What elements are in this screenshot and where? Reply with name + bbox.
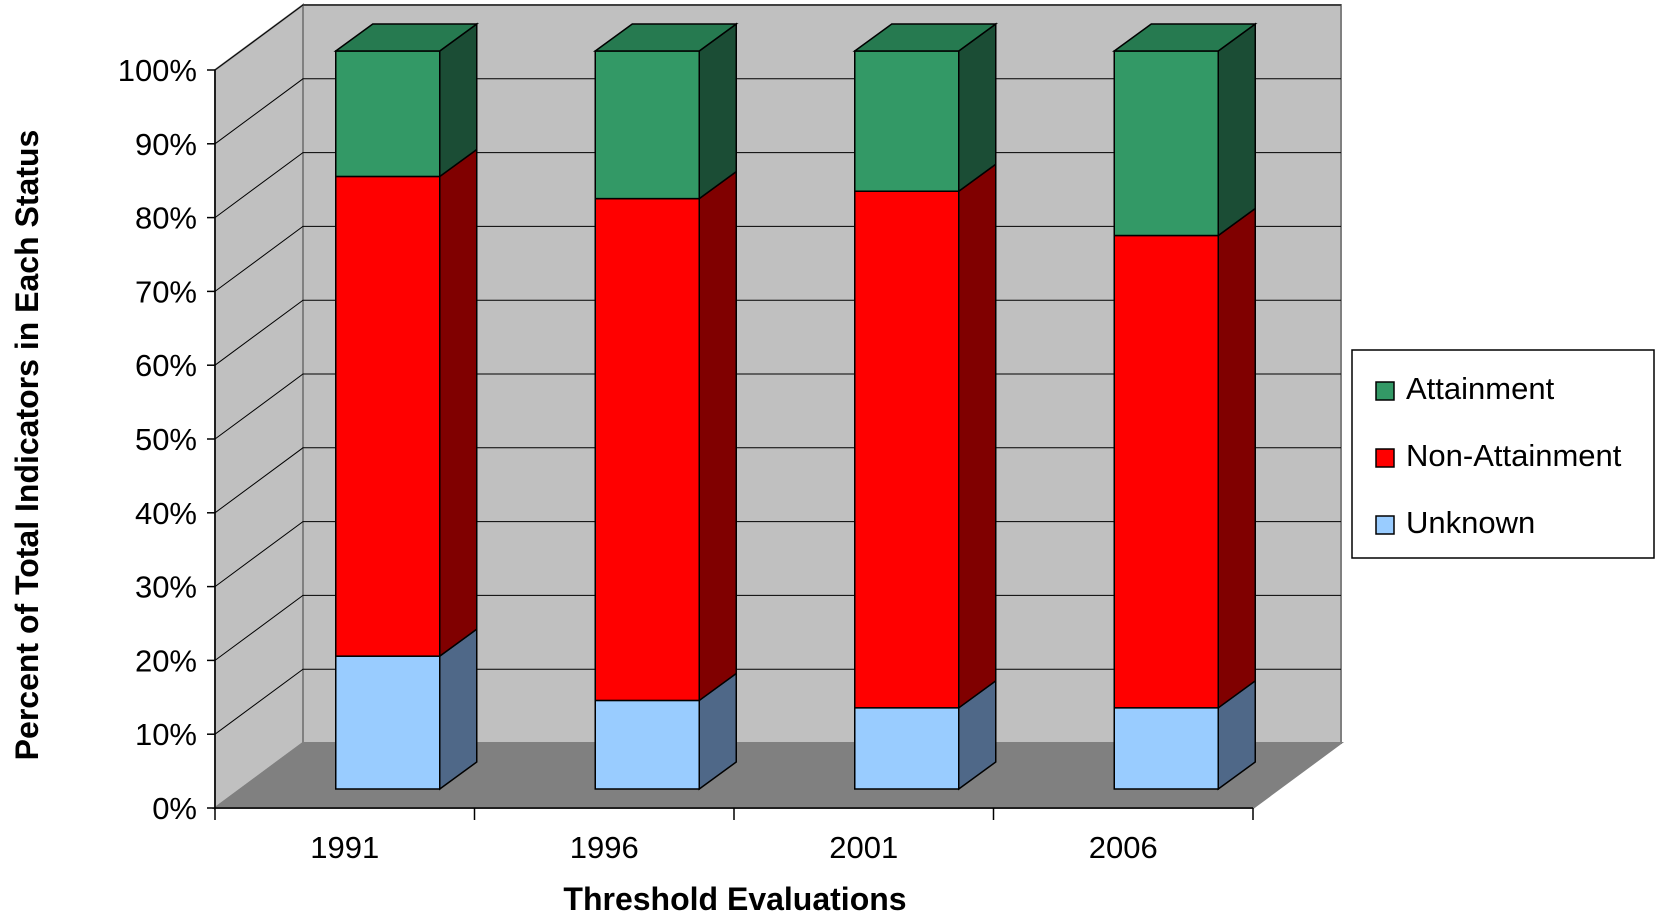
bar-attainment-1991 bbox=[335, 50, 441, 178]
y-tick-label: 30% bbox=[135, 570, 197, 605]
bar-non-attainment-2006 bbox=[1113, 234, 1219, 709]
bar-side-attainment-2001 bbox=[958, 22, 997, 193]
bar-side-attainment-1996 bbox=[698, 22, 737, 201]
bar-side-attainment-2006 bbox=[1217, 22, 1256, 237]
legend-box bbox=[1351, 349, 1655, 559]
y-tick-label: 60% bbox=[135, 348, 197, 383]
x-tick-label-1991: 1991 bbox=[310, 830, 379, 865]
legend-swatch-non-attainment bbox=[1375, 448, 1395, 468]
gridline bbox=[214, 4, 1341, 71]
bar-side-non-attainment-2006 bbox=[1217, 207, 1256, 710]
bar-non-attainment-1996 bbox=[594, 197, 700, 702]
x-tick-labels: 1991 1996 2001 2006 bbox=[310, 830, 1157, 865]
axes bbox=[207, 69, 1254, 820]
bar-stack-2001 bbox=[852, 22, 999, 791]
legend: Attainment Non-Attainment Unknown bbox=[1351, 349, 1655, 559]
legend-swatch-unknown bbox=[1375, 515, 1395, 535]
bar-unknown-2001 bbox=[854, 707, 960, 790]
y-tick-label: 50% bbox=[135, 422, 197, 457]
bar-attainment-2001 bbox=[854, 50, 960, 192]
x-tick-label-2001: 2001 bbox=[829, 830, 898, 865]
bar-side-unknown-1991 bbox=[439, 627, 478, 791]
bar-side-non-attainment-1991 bbox=[439, 147, 478, 658]
y-tick-label: 40% bbox=[135, 496, 197, 531]
bar-top-2006 bbox=[1111, 23, 1258, 52]
x-axis-title: Threshold Evaluations bbox=[563, 881, 906, 917]
y-tick-label: 70% bbox=[135, 274, 197, 309]
x-tick-label-1996: 1996 bbox=[570, 830, 639, 865]
y-tick-label: 20% bbox=[135, 643, 197, 678]
y-tick-label: 0% bbox=[152, 791, 197, 826]
y-tick-label: 100% bbox=[118, 53, 197, 88]
bar-attainment-2006 bbox=[1113, 50, 1219, 237]
bar-stack-1996 bbox=[592, 22, 739, 791]
bar-non-attainment-1991 bbox=[335, 175, 441, 657]
bar-unknown-2006 bbox=[1113, 707, 1219, 790]
y-tick-label: 10% bbox=[135, 717, 197, 752]
bar-attainment-1996 bbox=[594, 50, 700, 200]
y-tick-labels: 0% 10% 20% 30% 40% 50% 60% 70% 80% 90% 100% bbox=[118, 53, 197, 826]
bar-stack-1991 bbox=[333, 22, 480, 791]
bar-unknown-1991 bbox=[335, 655, 441, 790]
y-tick-label: 90% bbox=[135, 127, 197, 162]
x-tick-label-2006: 2006 bbox=[1089, 830, 1158, 865]
bar-top-1996 bbox=[592, 23, 739, 52]
bar-top-1991 bbox=[333, 23, 480, 52]
bar-stack-2006 bbox=[1111, 22, 1258, 791]
y-axis-title: Percent of Total Indicators in Each Stat… bbox=[9, 130, 45, 761]
legend-label-attainment: Attainment bbox=[1406, 371, 1555, 406]
y-tick-label: 80% bbox=[135, 201, 197, 236]
legend-label-non-attainment: Non-Attainment bbox=[1406, 438, 1622, 473]
bar-unknown-1996 bbox=[594, 699, 700, 790]
bar-top-2001 bbox=[852, 23, 999, 52]
legend-label-unknown: Unknown bbox=[1406, 505, 1535, 540]
legend-swatch-attainment bbox=[1375, 381, 1395, 401]
bar-side-non-attainment-1996 bbox=[698, 170, 737, 702]
bar-side-non-attainment-2001 bbox=[958, 162, 997, 710]
bar-non-attainment-2001 bbox=[854, 190, 960, 709]
bars bbox=[333, 22, 1258, 791]
